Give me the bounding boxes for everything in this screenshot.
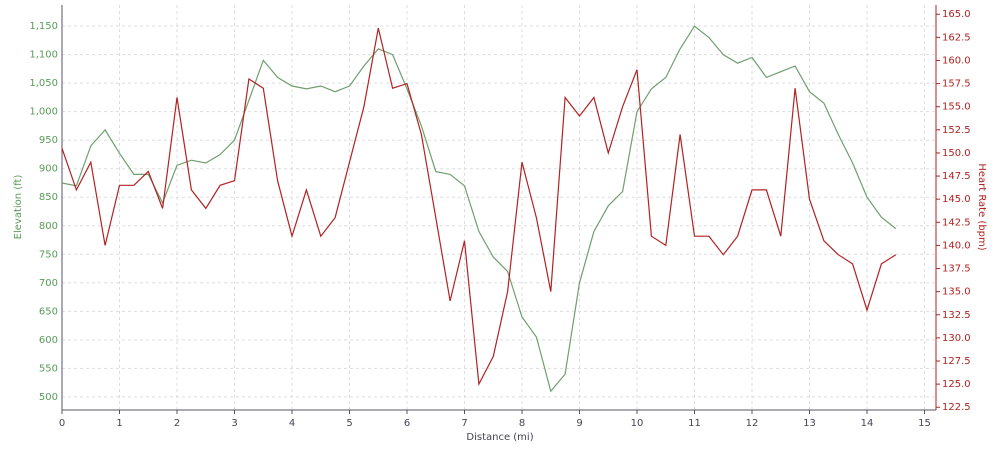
x-tick-label: 2: [174, 418, 180, 429]
x-tick-label: 8: [519, 418, 525, 429]
x-tick-label: 12: [746, 418, 759, 429]
y2-axis-title: Heart Rate (bpm): [976, 163, 987, 250]
x-tick-label: 13: [803, 418, 816, 429]
y2-tick-label: 160.0: [942, 55, 971, 66]
data-line: [61, 27, 897, 387]
y-tick-label: 1,050: [29, 78, 58, 89]
y2-tick-label: 157.5: [942, 79, 971, 90]
y-tick-label: 850: [39, 192, 58, 203]
y-tick-label: 550: [39, 363, 58, 374]
y2-tick-label: 132.5: [942, 310, 971, 321]
y2-tick-label: 140.0: [942, 240, 971, 251]
x-tick-label: 1: [116, 418, 122, 429]
x-tick-label: 10: [631, 418, 644, 429]
x-tick-label: 14: [861, 418, 874, 429]
y-tick-label: 1,150: [29, 21, 58, 32]
x-tick-label: 9: [576, 418, 582, 429]
y2-tick-label: 162.5: [942, 32, 971, 43]
y2-tick-label: 130.0: [942, 333, 971, 344]
x-tick-label: 3: [231, 418, 237, 429]
x-tick-label: 0: [59, 418, 65, 429]
x-tick-label: 4: [289, 418, 295, 429]
x-tick-label: 15: [918, 418, 931, 429]
y2-tick-label: 122.5: [942, 402, 971, 413]
x-axis-title: Distance (mi): [466, 432, 533, 443]
y-tick-label: 500: [39, 392, 58, 403]
y2-tick-label: 145.0: [942, 194, 971, 205]
y-tick-label: 700: [39, 278, 58, 289]
y2-tick-label: 155.0: [942, 102, 971, 113]
y2-tick-label: 137.5: [942, 264, 971, 275]
y2-tick-label: 150.0: [942, 148, 971, 159]
plot-area: [62, 5, 936, 410]
y-tick-label: 750: [39, 249, 58, 260]
y-tick-label: 650: [39, 306, 58, 317]
y-tick-label: 800: [39, 221, 58, 232]
y-tick-label: 600: [39, 335, 58, 346]
y-axis-title: Elevation (ft): [13, 175, 24, 240]
y-tick-label: 950: [39, 135, 58, 146]
y2-tick-label: 142.5: [942, 217, 971, 228]
y2-tick-label: 127.5: [942, 356, 971, 367]
x-tick-label: 5: [346, 418, 352, 429]
y2-tick-label: 165.0: [942, 9, 971, 20]
x-tick-label: 11: [688, 418, 701, 429]
y-tick-label: 1,000: [29, 107, 58, 118]
x-tick-label: 6: [404, 418, 410, 429]
y2-tick-label: 152.5: [942, 125, 971, 136]
data-line: [61, 25, 897, 393]
y2-tick-label: 135.0: [942, 287, 971, 298]
y-tick-label: 900: [39, 164, 58, 175]
y-tick-label: 1,100: [29, 50, 58, 61]
x-tick-label: 7: [461, 418, 467, 429]
y2-tick-label: 147.5: [942, 171, 971, 182]
y2-tick-label: 125.0: [942, 379, 971, 390]
